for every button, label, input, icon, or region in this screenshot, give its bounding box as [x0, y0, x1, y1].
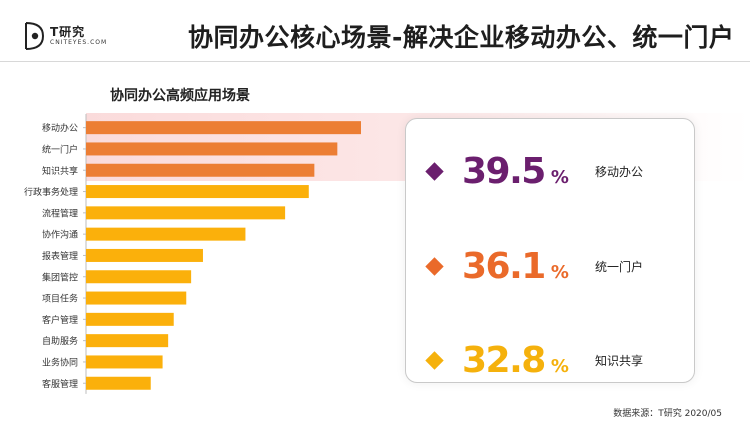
stat-value: 39.5%	[462, 152, 569, 198]
category-label: 客户管理	[42, 314, 78, 326]
stat-row-2: 36.1% 统一门户	[406, 247, 696, 287]
bar-5	[86, 206, 286, 220]
stat-label: 统一门户	[595, 260, 644, 274]
bar-3	[86, 163, 315, 177]
category-label: 业务协同	[42, 356, 78, 368]
diamond-icon	[425, 351, 444, 370]
bar-12	[86, 355, 163, 369]
bar-2	[86, 142, 338, 156]
category-label: 行政事务处理	[24, 186, 78, 198]
category-label: 报表管理	[42, 250, 78, 262]
source-note: 数据来源：T研究 2020/05	[613, 409, 722, 419]
bar-9	[86, 291, 187, 305]
logo-subtitle: CNITEYES.COM	[50, 39, 108, 46]
diamond-icon	[425, 162, 444, 181]
stat-value-number: 32.8	[462, 340, 546, 381]
bar-10	[86, 312, 174, 326]
bar-13	[86, 376, 151, 390]
stat-row-3: 32.8% 知识共享	[406, 341, 696, 381]
category-label: 自助服务	[42, 335, 78, 347]
bar-7	[86, 248, 203, 262]
brand-logo: T研究 CNITEYES.COM	[22, 20, 112, 52]
bar-8	[86, 270, 192, 284]
top-stats-panel: 39.5% 移动办公 36.1% 统一门户 32.8% 知识共享	[405, 118, 695, 383]
bar-chart: 移动办公统一门户知识共享行政事务处理流程管理协作沟通报表管理集团管控项目任务客户…	[24, 114, 361, 394]
bar-6	[86, 227, 246, 241]
category-label: 统一门户	[42, 143, 78, 155]
category-label: 知识共享	[42, 165, 78, 177]
bar-4	[86, 185, 309, 199]
category-label: 移动办公	[42, 122, 78, 134]
logo-name: T研究	[50, 25, 86, 39]
logo-mark-icon	[25, 22, 45, 50]
page-title: 协同办公核心场景-解决企业移动办公、统一门户	[188, 23, 735, 52]
category-label: 客服管理	[42, 378, 78, 390]
stat-row-1: 39.5% 移动办公	[406, 152, 696, 192]
category-label: 协作沟通	[42, 229, 78, 241]
stat-value-unit: %	[550, 262, 569, 283]
stat-label: 知识共享	[595, 354, 644, 368]
stat-value-unit: %	[550, 356, 569, 377]
bar-1	[86, 121, 361, 135]
bar-11	[86, 334, 169, 348]
category-label: 流程管理	[42, 207, 78, 219]
stat-value-number: 39.5	[462, 151, 546, 192]
category-label: 集团管控	[42, 271, 78, 283]
stat-value: 32.8%	[462, 341, 569, 387]
stat-value-unit: %	[550, 167, 569, 188]
chart-title: 协同办公高频应用场景	[110, 88, 250, 104]
stat-label: 移动办公	[595, 165, 644, 179]
header-divider	[0, 61, 750, 62]
stat-value-number: 36.1	[462, 246, 546, 287]
category-label: 项目任务	[42, 293, 78, 305]
stat-value: 36.1%	[462, 247, 569, 293]
diamond-icon	[425, 257, 444, 276]
